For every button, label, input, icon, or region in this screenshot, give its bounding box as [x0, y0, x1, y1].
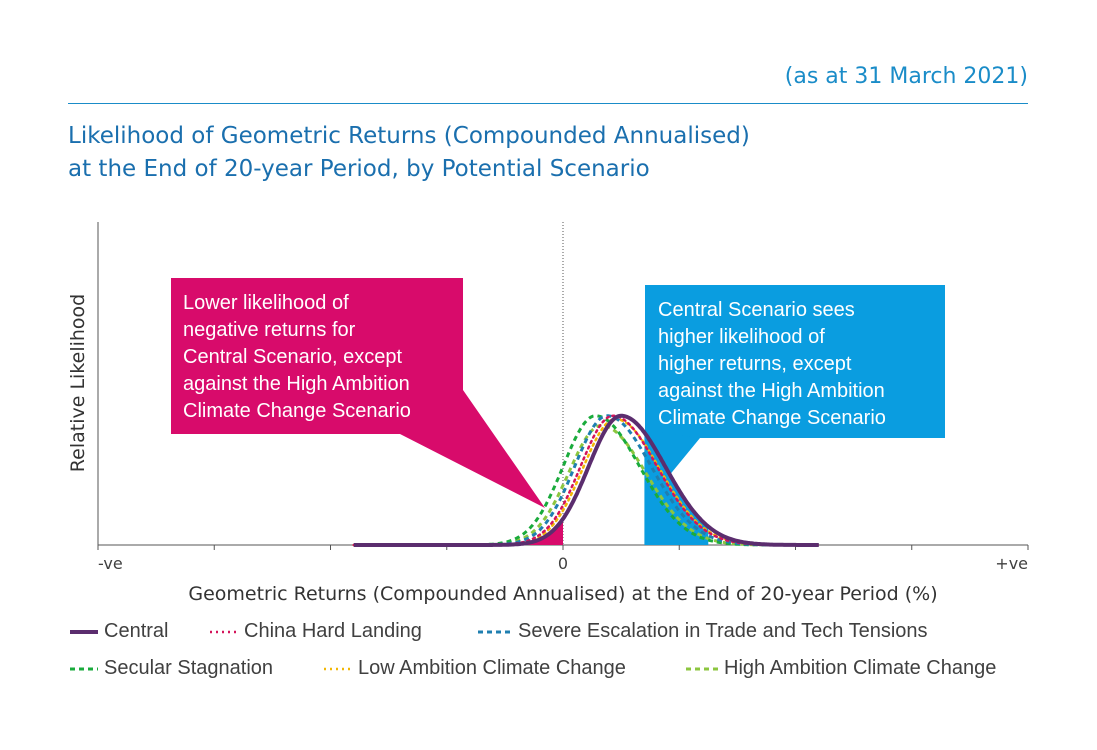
left-callout-pointer	[400, 390, 545, 508]
svg-text:Central Scenario sees hi: Central Scenario sees higher likelihood …	[658, 299, 890, 429]
legend-label-severe: Severe Escalation in Trade and Tech Tens…	[518, 620, 928, 642]
legend-label-china: China Hard Landing	[244, 620, 422, 642]
left-callout-line-4: against the High Ambition	[183, 373, 410, 395]
chart-title-line-2: at the End of 20-year Period, by Potenti…	[68, 156, 650, 182]
left-callout-box	[171, 278, 555, 512]
right-callout-line-3: higher returns, except	[658, 353, 852, 375]
legend-swatch-central	[70, 629, 98, 634]
x-tick-label-zero: 0	[558, 554, 568, 573]
left-callout-line-1: Lower likelihood of	[183, 292, 349, 314]
legend-item-high-ambition: High Ambition Climate Change	[686, 657, 996, 680]
left-callout-line-3: Central Scenario, except	[183, 346, 402, 368]
legend-item-low-ambition: Low Ambition Climate Change	[324, 657, 626, 680]
x-tick-label-pos: +ve	[995, 554, 1028, 573]
series-line-high-ambition	[353, 424, 819, 547]
legend-label-secular: Secular Stagnation	[104, 657, 274, 679]
y-axis-label: Relative Likelihood	[67, 294, 89, 472]
legend-swatch-low-ambition	[324, 667, 352, 670]
legend-swatch-high-ambition	[686, 667, 718, 671]
legend-swatch-secular	[70, 667, 98, 671]
right-callout-box	[645, 285, 945, 438]
svg-text:Lower likelihood of nega: Lower likelihood of negative returns for…	[183, 292, 415, 422]
right-callout: Central Scenario sees higher likelihood …	[645, 285, 945, 505]
legend-item-central: Central	[70, 620, 168, 643]
legend-swatch-china	[210, 630, 238, 633]
distribution-curves	[352, 413, 820, 547]
right-callout-line-2: higher likelihood of	[658, 326, 825, 348]
right-callout-pointer	[645, 430, 700, 505]
as-at-date: (as at 31 March 2021)	[784, 64, 1028, 89]
series-line-central	[353, 413, 819, 547]
legend-label-low-ambition: Low Ambition Climate Change	[358, 657, 626, 679]
series-line-severe	[353, 414, 819, 547]
chart-title: Likelihood of Geometric Returns (Compoun…	[68, 120, 750, 186]
left-callout-line-5: Climate Change Scenario	[183, 400, 411, 422]
x-axis-label: Geometric Returns (Compounded Annualised…	[188, 583, 937, 605]
right-callout-line-5: Climate Change Scenario	[658, 407, 886, 429]
negative-returns-area	[510, 518, 563, 545]
x-tick-label-neg: -ve	[98, 554, 123, 573]
right-callout-line-4: against the High Ambition	[658, 380, 885, 402]
left-callout-line-2: negative returns for	[183, 319, 356, 341]
legend-swatch-severe	[478, 630, 512, 634]
right-callout-line-1: Central Scenario sees	[658, 299, 855, 321]
header-divider	[68, 103, 1028, 104]
left-callout: Lower likelihood of negative returns for…	[171, 278, 555, 512]
legend-item-secular: Secular Stagnation	[70, 657, 273, 680]
legend-label-central: Central	[104, 620, 169, 642]
legend-item-severe: Severe Escalation in Trade and Tech Tens…	[478, 620, 928, 643]
legend-item-china: China Hard Landing	[210, 620, 422, 643]
chart-title-line-1: Likelihood of Geometric Returns (Compoun…	[68, 123, 750, 149]
legend-label-high-ambition: High Ambition Climate Change	[724, 657, 997, 679]
x-axis-ticks	[97, 545, 1029, 550]
